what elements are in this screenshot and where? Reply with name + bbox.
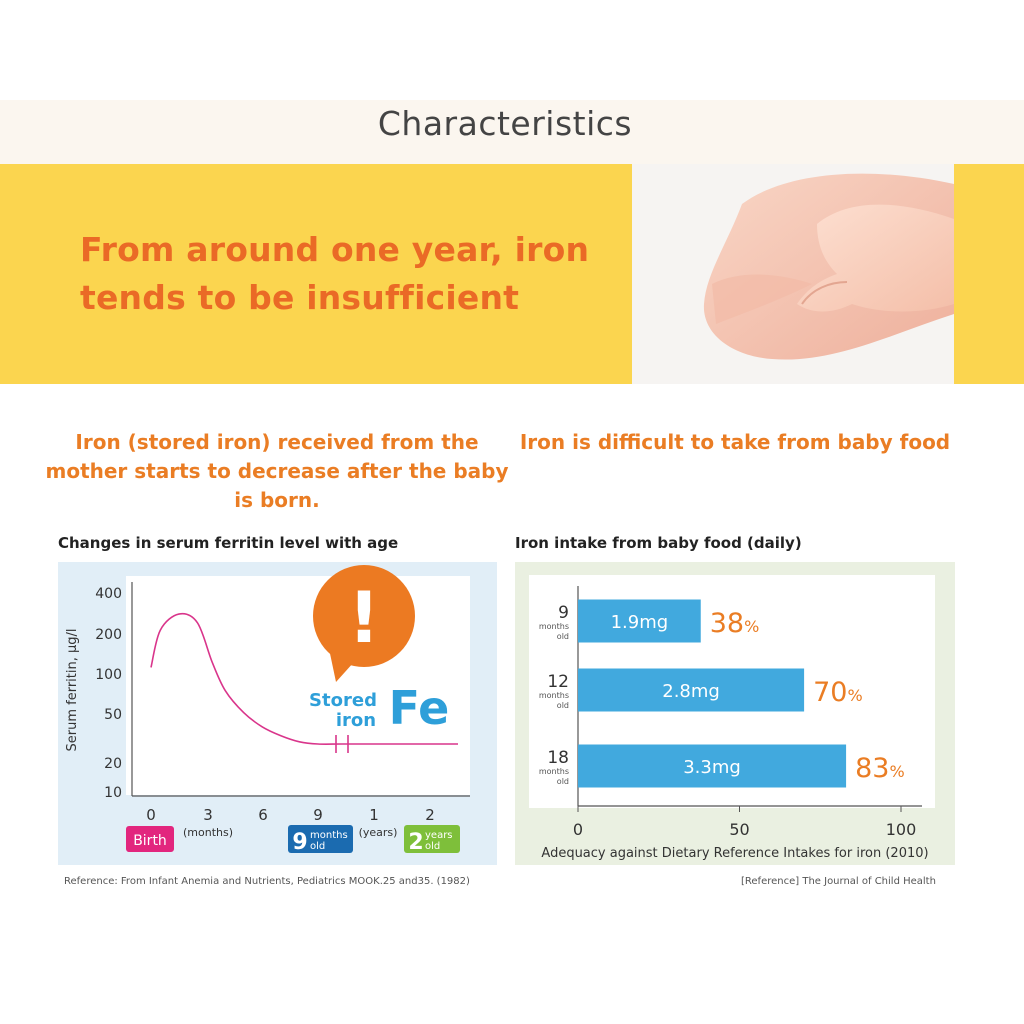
ferritin-chart: Serum ferritin, μg/l 400 200 100 50 20 1… — [65, 565, 470, 855]
x-tick-label: 3 — [203, 806, 213, 824]
left-heading-line-1: Iron (stored iron) received from the — [75, 430, 479, 454]
x-tick-label: 0 — [573, 820, 583, 839]
y-axis-label: Serum ferritin, μg/l — [65, 628, 80, 751]
category-old: old — [557, 777, 569, 786]
y-tick-label: 10 — [104, 785, 122, 801]
x-tick-label: 0 — [146, 806, 156, 824]
y-tick-label: 100 — [95, 667, 122, 683]
nine-months-badge-unit: months — [310, 830, 348, 841]
y-tick-label: 400 — [95, 586, 122, 602]
category-number: 12 — [547, 672, 569, 692]
callout-element: Fe — [389, 681, 450, 735]
hero-headline-line-2: tends to be insufficient — [80, 278, 520, 317]
x-axis-label: Adequacy against Dietary Reference Intak… — [541, 846, 928, 861]
axis-break-mark — [335, 735, 349, 754]
category-number: 9 — [558, 603, 569, 623]
category-old: old — [557, 701, 569, 710]
birth-badge-label: Birth — [133, 833, 167, 849]
y-tick-label: 200 — [95, 627, 122, 643]
hands-photo — [632, 164, 954, 384]
x-tick-label: 50 — [729, 820, 749, 839]
right-reference: [Reference] The Journal of Child Health — [741, 876, 936, 887]
bar-percent-label: 70% — [813, 677, 863, 708]
ferritin-curve — [150, 612, 459, 745]
x-tick-label: 9 — [313, 806, 323, 824]
x-ticks: 0 50 100 — [573, 806, 916, 839]
page-title: Characteristics — [377, 104, 633, 143]
two-years-badge-number: 2 — [408, 830, 423, 855]
x-tick-label: 2 — [425, 806, 435, 824]
x-unit-years: (years) — [359, 826, 398, 839]
y-ticks: 400 200 100 50 20 10 — [95, 586, 122, 801]
bar-intake-label: 3.3mg — [683, 757, 741, 778]
left-heading-line-3: is born. — [234, 488, 320, 512]
x-tick-label: 1 — [369, 806, 379, 824]
callout-line-1: Stored — [309, 690, 377, 711]
left-reference: Reference: From Infant Anemia and Nutrie… — [64, 876, 470, 887]
birth-badge: Birth — [126, 826, 174, 852]
bar-intake-label: 2.8mg — [662, 681, 720, 702]
category-unit: months — [539, 767, 569, 776]
bar — [578, 744, 847, 788]
x-unit-months: (months) — [183, 826, 233, 839]
title-band — [0, 100, 1024, 164]
nine-months-badge-old: old — [310, 841, 325, 852]
y-tick-label: 50 — [104, 707, 122, 723]
bar-percent-label: 38% — [710, 608, 760, 639]
callout-tail — [328, 644, 354, 682]
bar — [578, 668, 805, 712]
left-heading-line-2: mother starts to decrease after the baby — [45, 459, 509, 483]
stored-iron-callout: ! Stored iron Fe — [309, 565, 449, 735]
x-tick-label: 100 — [886, 820, 917, 839]
callout-bubble — [313, 565, 415, 667]
right-heading: Iron is difficult to take from baby food — [519, 430, 951, 454]
two-years-badge-old: old — [425, 841, 440, 852]
intake-chart-title: Iron intake from baby food (daily) — [515, 534, 802, 552]
exclamation-icon: ! — [348, 577, 380, 659]
ferritin-chart-title: Changes in serum ferritin level with age — [58, 534, 399, 552]
category-old: old — [557, 632, 569, 641]
bar-percent-label: 83% — [855, 753, 905, 784]
nine-months-badge: 9 months old — [288, 825, 353, 855]
left-heading: Iron (stored iron) received from the mot… — [40, 428, 514, 515]
bar — [578, 599, 701, 643]
y-tick-label: 20 — [104, 756, 122, 772]
two-years-badge: 2 years old — [404, 825, 460, 855]
nine-months-badge-number: 9 — [292, 830, 307, 855]
x-tick-label: 6 — [258, 806, 268, 824]
two-years-badge-unit: years — [425, 830, 453, 841]
category-unit: months — [539, 691, 569, 700]
hero-headline-line-1: From around one year, iron — [80, 230, 590, 269]
callout-line-2: iron — [336, 710, 376, 731]
category-number: 18 — [547, 748, 569, 768]
category-unit: months — [539, 622, 569, 631]
bar-intake-label: 1.9mg — [611, 612, 669, 633]
